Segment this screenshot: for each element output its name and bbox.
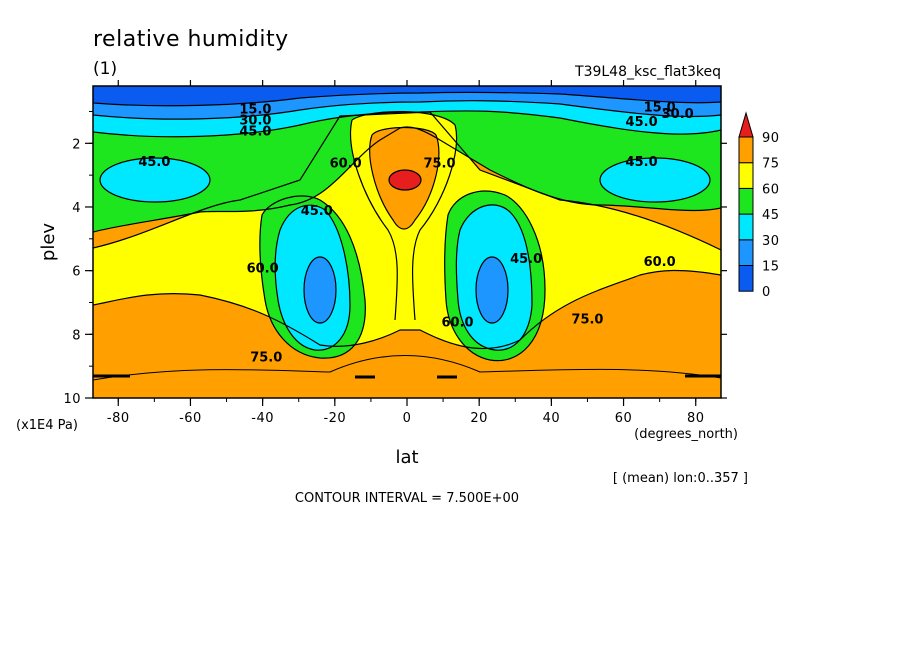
contour-label: 15.0 [644,101,676,116]
y-axis-unit: (x1E4 Pa) [16,418,78,433]
contour-label: 45.0 [626,155,658,170]
x-axis: -80 -60 -40 -20 0 20 40 60 80 [107,80,705,426]
x-tick-label: 80 [687,411,705,426]
colorbar-label: 75 [762,157,780,172]
band-90-up-peak [389,170,421,190]
colorbar-band [738,187,754,215]
contour-labels: 15.030.045.045.0 60.0 75.045.060.045.0 60.0… [138,101,693,366]
contour-label-text: 30.0 [239,113,271,128]
y-tick-label: 4 [72,201,81,216]
contour-label: 30.0 [239,113,271,128]
contour-label: 45.0 [626,115,658,130]
contour-label-text: 45.0 [138,155,170,170]
contour-interval: CONTOUR INTERVAL = 7.500E+00 [295,491,519,506]
contour-label-text: 60.0 [441,316,473,331]
colorbar-label: 30 [762,234,780,249]
contour-label: 45.0 [510,252,542,267]
chart-title: relative humidity [93,27,289,52]
contour-label-text: 60.0 [247,261,279,276]
contour-label: 60.0 [644,255,676,270]
x-axis-unit: (degrees_north) [634,427,738,442]
colorbar-band [738,213,754,241]
x-tick-label: 60 [615,411,633,426]
contour-label: 60.0 [441,316,473,331]
contour-label-text: 75.0 [250,351,282,366]
x-axis-label: lat [395,447,418,468]
contour-label: 60.0 [330,156,362,171]
x-tick-label: 0 [403,411,412,426]
colorbar-label: 15 [762,260,780,275]
colorbar-label: 45 [762,208,780,223]
colorbar-label: 60 [762,182,780,197]
x-tick-label: -20 [323,411,346,426]
averaging-note: [ (mean) lon:0..357 ] [613,471,748,486]
x-tick-label: 40 [543,411,561,426]
contour-label-text: 15.0 [644,101,676,116]
y-tick-label: 10 [63,392,81,407]
x-tick-label: -40 [251,411,274,426]
y-axis: 2 4 6 8 10 [63,110,727,407]
contour-lines [93,91,721,381]
contour-label-text: 45.0 [510,252,542,267]
band-0-15-strat [93,86,721,106]
contour-label: 15.0 [239,102,271,117]
colorbar-band [738,239,754,267]
band-30-45-subtrop-north [600,158,710,202]
contour-label-text: 15.0 [239,102,271,117]
colorbar-label: 0 [762,285,771,300]
contour-label-text: 75.0 [423,156,455,171]
contour-label: 45.0 [138,155,170,170]
band-15-30-lobe-left [304,257,336,323]
contour-label-text: 45.0 [626,115,658,130]
colorbar: 0 15 30 45 60 75 90 [738,111,780,300]
contour-label-text: 30.0 [662,107,694,122]
y-tick-label: 6 [72,265,81,280]
contour-label-text: 75.0 [571,312,603,327]
x-tick-label: 20 [470,411,488,426]
contour-label-text: 45.0 [301,204,333,219]
contour-label-text: 60.0 [330,156,362,171]
y-tick-label: 8 [72,328,81,343]
band-15-30-lobe-right [476,257,508,323]
contour-label: 45.0 [301,204,333,219]
contour-label-text: 60.0 [644,255,676,270]
colorbar-extend-arrow [738,111,754,138]
colorbar-band [738,136,754,164]
contour-label: 75.0 [571,312,603,327]
x-tick-label: -80 [107,411,130,426]
contour-label: 75.0 [250,351,282,366]
y-axis-label: plev [38,223,59,262]
contour-label: 45.0 [239,125,271,140]
colorbar-band [738,265,754,292]
contour-label: 75.0 [423,156,455,171]
contour-label: 60.0 [247,261,279,276]
colorbar-label: 90 [762,131,780,146]
band-30-45-subtrop-south [100,158,210,202]
contour-label-text: 45.0 [239,125,271,140]
colorbar-band [738,162,754,189]
y-tick-label: 2 [72,137,81,152]
chart-subtitle: (1) [93,59,117,79]
surface-dashes [93,374,721,379]
contour-label-text: 45.0 [626,155,658,170]
contour-label: 30.0 [662,107,694,122]
experiment-label: T39L48_ksc_flat3keq [574,64,721,80]
plot-area [93,86,721,398]
x-tick-label: -60 [179,411,202,426]
